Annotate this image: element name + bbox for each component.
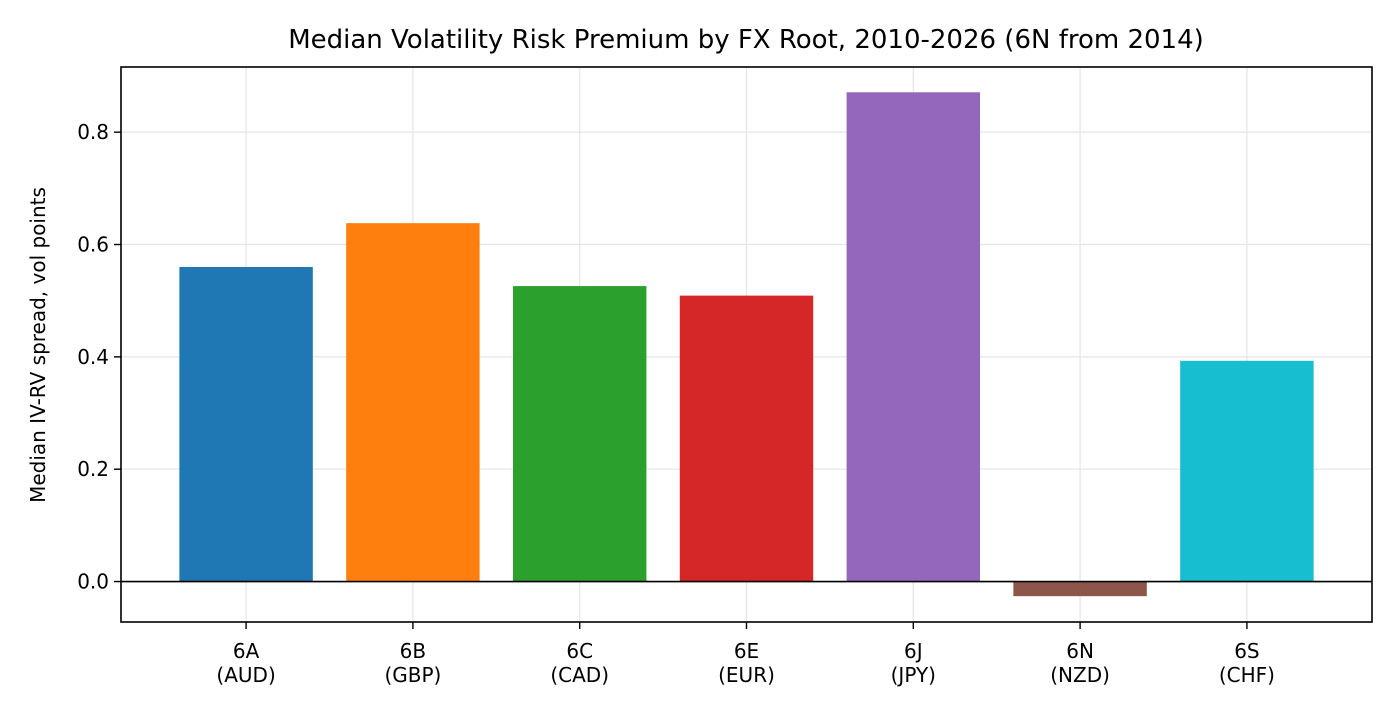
- chart-title: Median Volatility Risk Premium by FX Roo…: [288, 25, 1204, 55]
- x-tick-currency: (AUD): [216, 663, 275, 687]
- x-tick-currency: (NZD): [1050, 663, 1110, 687]
- tick-labels: 0.0 0.2 0.4 0.6 0.8 6A (AUD) 6B (GBP) 6C (CAD) 6E (E…: [77, 120, 1275, 687]
- bar-6c: [512, 286, 647, 582]
- x-tick-code: 6A: [233, 639, 260, 663]
- y-tick-label: 0.8: [77, 120, 109, 144]
- x-tick-label: 6N (NZD): [1050, 639, 1110, 687]
- x-tick-currency: (JPY): [891, 663, 936, 687]
- bars: [179, 92, 1314, 597]
- bar-6b: [346, 223, 480, 582]
- x-tick-currency: (CAD): [550, 663, 609, 687]
- x-tick-currency: (CHF): [1219, 663, 1275, 687]
- x-tick-code: 6S: [1234, 639, 1259, 663]
- x-tick-code: 6C: [566, 639, 593, 663]
- y-tick-label: 0.6: [77, 233, 109, 257]
- x-tick-code: 6E: [734, 639, 759, 663]
- x-tick-code: 6N: [1066, 639, 1094, 663]
- axes: [114, 66, 1373, 629]
- bar-6n: [1013, 581, 1147, 597]
- bar-6a: [179, 266, 313, 582]
- x-tick-code: 6J: [904, 639, 923, 663]
- x-tick-currency: (EUR): [718, 663, 775, 687]
- y-tick-label: 0.2: [77, 457, 109, 481]
- x-tick-label: 6E (EUR): [718, 639, 775, 687]
- x-tick-label: 6J (JPY): [891, 639, 936, 687]
- bar-6s: [1180, 360, 1314, 582]
- x-tick-label: 6A (AUD): [216, 639, 275, 687]
- x-tick-currency: (GBP): [384, 663, 441, 687]
- x-tick-code: 6B: [400, 639, 426, 663]
- y-tick-label: 0.4: [77, 345, 109, 369]
- x-tick-label: 6B (GBP): [384, 639, 441, 687]
- y-tick-label: 0.0: [77, 570, 109, 594]
- x-tick-label: 6C (CAD): [550, 639, 609, 687]
- x-tick-label: 6S (CHF): [1219, 639, 1275, 687]
- bar-6j: [846, 92, 981, 582]
- y-axis-label: Median IV-RV spread, vol points: [26, 187, 50, 503]
- bar-6e: [679, 295, 814, 582]
